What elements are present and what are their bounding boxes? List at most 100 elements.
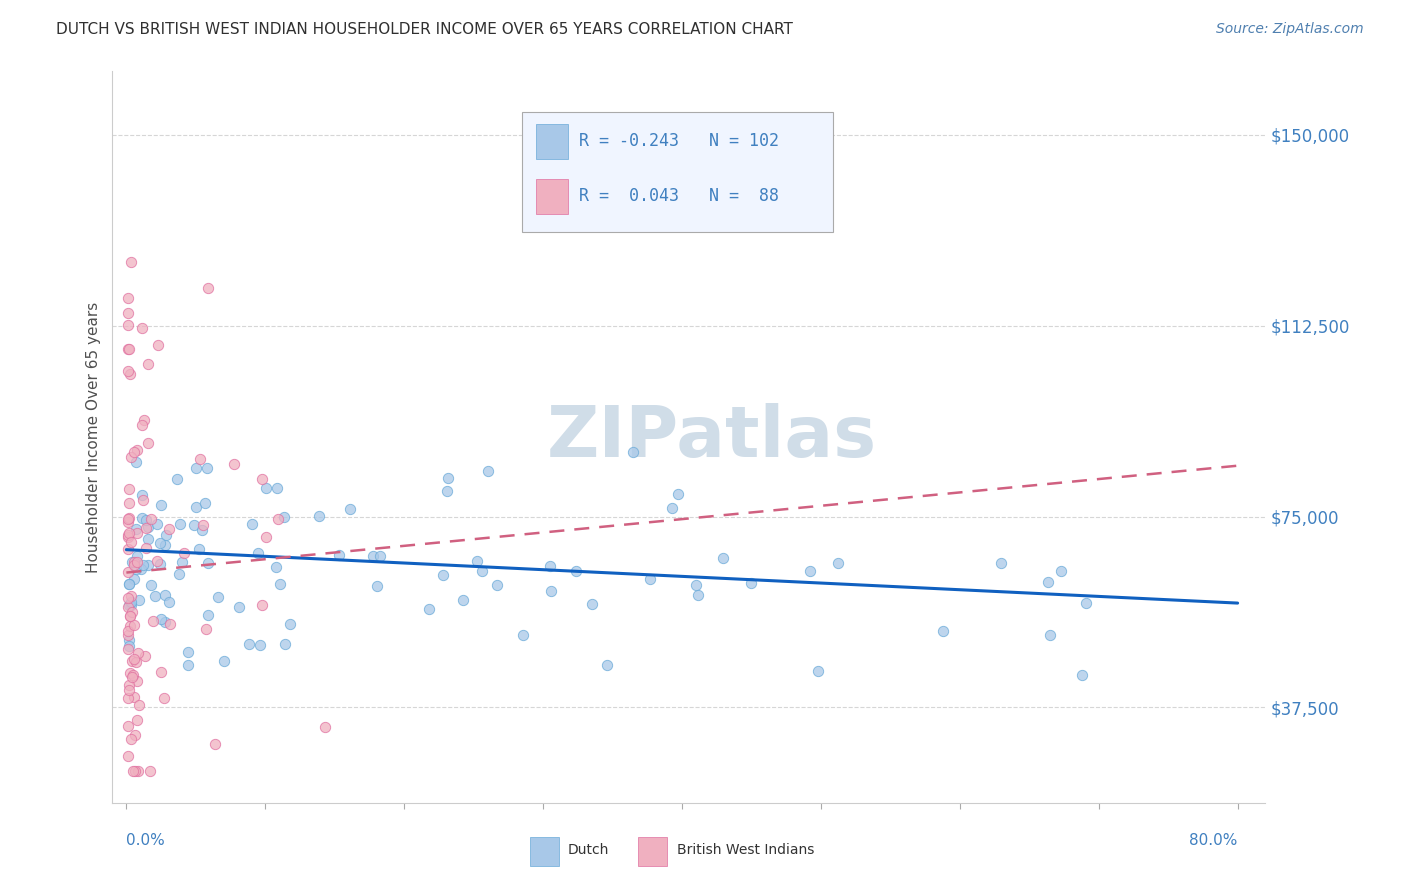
Point: [308, 508, 330, 523]
Point: [711, 551, 734, 566]
Point: [117, 628, 139, 642]
Point: [118, 496, 141, 510]
Point: [254, 481, 277, 495]
Point: [228, 599, 250, 614]
Point: [250, 598, 273, 612]
Point: [538, 559, 561, 574]
Point: [141, 512, 163, 526]
Point: [120, 595, 142, 609]
Point: [117, 516, 139, 530]
Point: [117, 512, 139, 526]
Point: [135, 521, 157, 535]
Point: [118, 342, 141, 356]
Point: [118, 367, 141, 381]
Point: [117, 364, 139, 378]
Point: [685, 578, 707, 592]
Point: [118, 482, 141, 496]
Point: [118, 577, 141, 591]
Point: [121, 669, 143, 683]
Point: [122, 445, 145, 459]
Point: [191, 518, 214, 533]
Point: [149, 612, 172, 626]
Point: [432, 568, 454, 582]
Point: [621, 445, 644, 459]
Point: [581, 597, 603, 611]
Text: Dutch: Dutch: [568, 843, 609, 857]
Point: [274, 637, 297, 651]
Point: [120, 450, 142, 464]
Point: [125, 555, 148, 569]
Point: [153, 615, 176, 630]
Point: [159, 616, 181, 631]
Point: [150, 665, 173, 679]
Point: [266, 481, 288, 495]
Point: [150, 499, 173, 513]
Point: [122, 572, 145, 586]
Point: [117, 318, 139, 332]
Point: [157, 522, 180, 536]
Point: [124, 728, 146, 742]
Point: [129, 562, 152, 576]
Point: [121, 555, 143, 569]
Point: [596, 658, 619, 673]
Point: [176, 658, 198, 673]
Point: [125, 713, 148, 727]
FancyBboxPatch shape: [522, 112, 832, 232]
Point: [363, 549, 385, 563]
Point: [143, 589, 166, 603]
Point: [436, 471, 458, 485]
Point: [118, 577, 141, 591]
Point: [135, 541, 157, 555]
Point: [266, 559, 288, 574]
Point: [117, 591, 139, 605]
Point: [195, 460, 218, 475]
Point: [565, 564, 588, 578]
Point: [117, 691, 139, 706]
Point: [191, 523, 214, 537]
Point: [222, 457, 245, 471]
Point: [124, 651, 146, 665]
Point: [188, 541, 211, 556]
Bar: [638, 838, 666, 866]
Point: [159, 595, 181, 609]
Point: [145, 554, 167, 568]
Point: [132, 558, 155, 572]
Point: [153, 691, 176, 706]
Point: [204, 738, 226, 752]
Point: [124, 562, 146, 576]
Point: [194, 496, 217, 510]
Point: [931, 624, 953, 638]
Y-axis label: Householder Income Over 65 years: Householder Income Over 65 years: [86, 301, 101, 573]
Point: [118, 598, 141, 612]
Point: [990, 556, 1012, 570]
Text: 80.0%: 80.0%: [1189, 833, 1237, 848]
Point: [118, 609, 141, 624]
Point: [118, 526, 141, 541]
Point: [166, 472, 188, 486]
Point: [120, 731, 142, 746]
Point: [188, 451, 211, 466]
Point: [418, 601, 440, 615]
Point: [121, 764, 143, 778]
Point: [118, 640, 141, 654]
Point: [740, 576, 762, 591]
Point: [125, 526, 148, 541]
Text: R = -0.243   N = 102: R = -0.243 N = 102: [579, 132, 779, 150]
Point: [155, 527, 177, 541]
Point: [453, 592, 475, 607]
Point: [139, 764, 162, 778]
Point: [136, 357, 159, 371]
Point: [195, 622, 218, 636]
Point: [117, 342, 139, 356]
Point: [117, 565, 139, 579]
Point: [167, 566, 190, 581]
Point: [512, 628, 534, 642]
Point: [183, 518, 205, 533]
Point: [827, 556, 849, 570]
Point: [131, 417, 153, 432]
Point: [125, 454, 148, 468]
Point: [117, 541, 139, 556]
Point: [247, 546, 270, 560]
Point: [267, 512, 290, 526]
Point: [122, 555, 145, 569]
